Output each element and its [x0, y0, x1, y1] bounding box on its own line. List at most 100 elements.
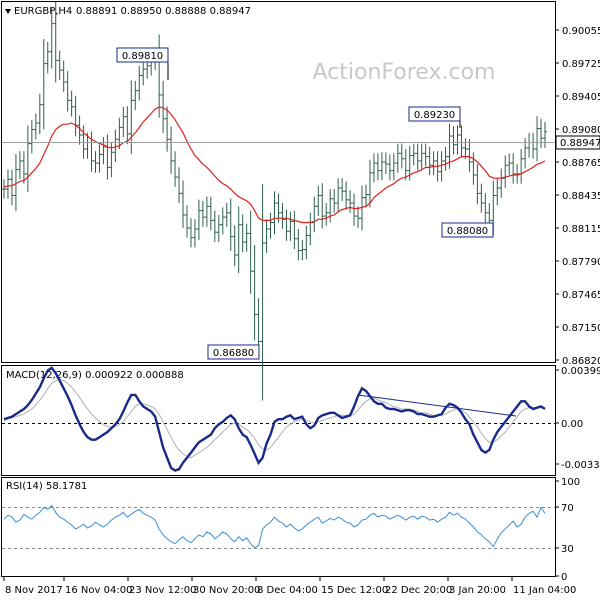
time-axis-label: 8 Nov 2017	[5, 585, 63, 596]
price-bar	[21, 151, 26, 184]
price-bar	[304, 225, 309, 260]
price-annotation-label: 0.89230	[414, 110, 455, 121]
price-bar	[125, 106, 130, 145]
price-axis: 0.90055 0.89725 0.89405 0.89080 0.88765 0.884…	[555, 26, 600, 367]
rsi-line	[3, 504, 546, 549]
price-bar	[332, 189, 337, 213]
price-bar	[535, 116, 540, 162]
price-bar	[101, 137, 106, 165]
price-bar	[57, 50, 62, 80]
rsi-indicator	[3, 504, 546, 549]
price-bar	[284, 209, 289, 241]
time-axis-label: 22 Dec 20:00	[385, 585, 452, 596]
price-axis-label: 0.88115	[562, 224, 600, 235]
price-bar	[177, 167, 182, 204]
price-bar	[240, 214, 245, 253]
time-axis-label: 8 Dec 04:00	[257, 585, 318, 596]
ohlc-label: 0.88891 0.88950 0.88888 0.88947	[76, 6, 251, 17]
price-bar	[121, 106, 126, 138]
price-bar	[340, 178, 345, 201]
price-bar	[29, 119, 34, 154]
price-bar	[292, 211, 297, 250]
price-bar	[208, 196, 213, 231]
price-bar	[419, 143, 424, 171]
price-bar	[280, 203, 285, 230]
collapse-triangle-icon[interactable]	[5, 9, 11, 14]
price-axis-label: 0.90055	[562, 26, 600, 37]
price-bar	[236, 206, 241, 274]
price-bar	[97, 144, 102, 173]
price-bar	[216, 214, 221, 242]
price-bar	[467, 139, 472, 172]
price-bar	[49, 6, 54, 69]
price-bar	[511, 153, 516, 184]
price-bar	[375, 153, 380, 181]
price-axis-label: 0.89725	[562, 59, 600, 70]
rsi-title: RSI(14) 58.1781	[6, 481, 87, 492]
price-bar	[324, 203, 329, 226]
price-bar	[45, 42, 50, 74]
price-bar	[77, 115, 82, 145]
macd-axis-label: -0.003339	[561, 460, 600, 471]
price-annotation-label: 0.89810	[122, 51, 163, 62]
price-bar	[352, 193, 357, 226]
price-bar	[363, 184, 368, 208]
price-bar	[443, 146, 448, 171]
price-bar	[37, 93, 42, 135]
price-panel-frame	[1, 1, 556, 363]
price-bar	[61, 60, 66, 92]
price-bar	[399, 143, 404, 169]
price-bar	[232, 225, 237, 266]
price-bar	[169, 126, 174, 174]
time-axis-label: 11 Jan 04:00	[513, 585, 576, 596]
price-bar	[379, 152, 384, 181]
price-annotation-label: 0.88080	[447, 226, 488, 237]
price-bar	[539, 118, 544, 148]
price-bar	[300, 239, 305, 261]
price-bar	[264, 219, 269, 253]
macd-signal-line	[3, 378, 545, 459]
price-bar	[272, 191, 277, 235]
time-axis-label: 23 Nov 12:00	[129, 585, 196, 596]
price-bar	[288, 211, 293, 241]
price-axis-label: 0.89405	[562, 92, 600, 103]
macd-axis-label: 0.003998	[561, 366, 600, 377]
price-bar	[316, 185, 321, 217]
price-bar	[41, 38, 46, 130]
current-price-label: 0.88947	[560, 138, 600, 149]
price-bar	[312, 196, 317, 233]
price-bar	[431, 151, 436, 175]
macd-title: MACD(12,26,9) 0.000922 0.000888	[6, 370, 184, 381]
rsi-axis-label: 70	[561, 503, 574, 514]
rsi-axis-label: 30	[561, 544, 574, 555]
price-bar	[196, 199, 201, 241]
macd-trendline	[357, 394, 517, 417]
price-annotation: 0.86880	[207, 344, 260, 360]
macd-line	[3, 366, 546, 472]
price-bar	[503, 155, 508, 188]
price-bar	[507, 153, 512, 175]
macd-axis-label: 0.00	[561, 419, 583, 430]
price-axis-label: 0.89080	[562, 125, 600, 136]
rsi-panel-frame	[1, 477, 556, 577]
price-bar	[65, 70, 70, 112]
time-axis-label: 15 Dec 12:00	[321, 585, 388, 596]
price-bar	[328, 189, 333, 223]
price-bar	[9, 169, 14, 206]
price-bar	[523, 138, 528, 169]
price-axis-label: 0.88765	[562, 158, 600, 169]
price-bar	[471, 152, 476, 185]
price-bar	[113, 129, 118, 162]
price-bar	[228, 198, 233, 251]
price-bar	[224, 203, 229, 227]
price-bar	[133, 80, 138, 111]
price-bar	[455, 125, 460, 155]
price-bar	[348, 190, 353, 213]
price-bar	[395, 143, 400, 173]
price-bar	[483, 193, 488, 223]
price-bar	[387, 154, 392, 181]
symbol-header: EURGBP,H4 0.88891 0.88950 0.88888 0.8894…	[5, 6, 251, 17]
price-bar	[463, 138, 468, 159]
rsi-axis: 100 70 30 0	[555, 477, 580, 583]
